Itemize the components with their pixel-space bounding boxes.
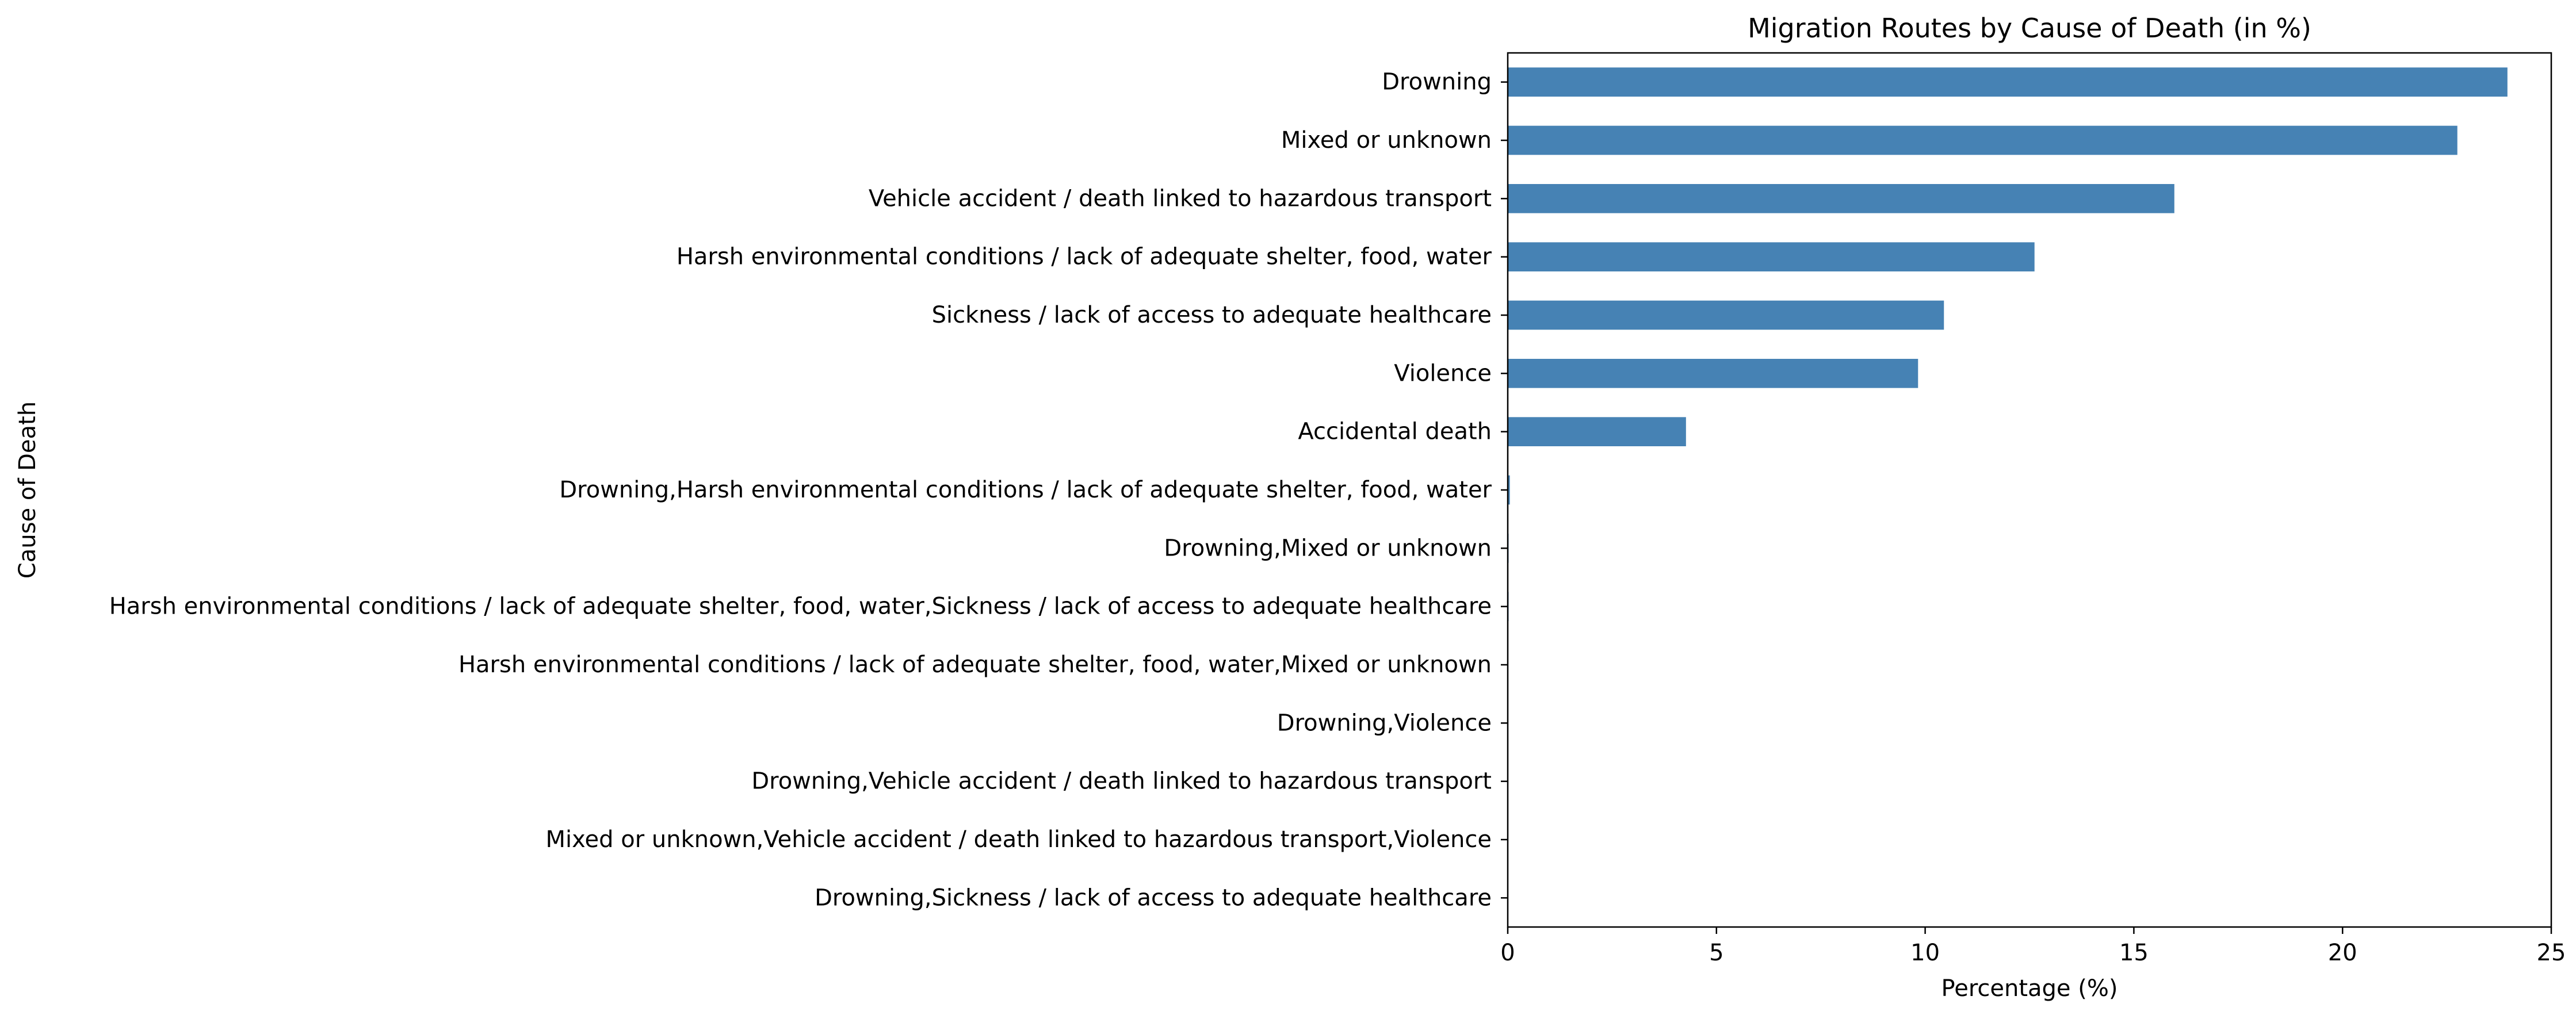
y-tick-label: Mixed or unknown [1281,127,1492,154]
y-tick-label: Harsh environmental conditions / lack of… [677,244,1492,270]
y-tick-layer: Drowning Mixed or unknown Vehicle accident… [109,69,1508,911]
x-tick-label: 15 [2119,940,2149,966]
y-tick-label: Violence [1394,360,1492,386]
plot-frame [1507,52,2552,928]
y-tick-label: Drowning,Harsh environmental conditions … [559,477,1492,503]
bar [1508,475,1510,505]
y-tick-label: Harsh environmental conditions / lack of… [458,652,1492,678]
x-tick-layer: 0 5 10 15 20 25 [1500,927,2566,966]
bar [1508,125,2457,155]
x-tick-label: 25 [2537,940,2566,966]
y-axis-label: Cause of Death [14,401,41,579]
y-tick-label: Drowning [1382,69,1492,95]
y-tick-label: Harsh environmental conditions / lack of… [109,593,1492,620]
y-tick-label: Sickness / lack of access to adequate he… [932,302,1492,328]
bar [1508,417,1686,446]
y-tick-label: Mixed or unknown,Vehicle accident / deat… [545,826,1492,853]
bars-layer [1508,67,2508,913]
bar [1508,300,1944,330]
x-tick-label: 0 [1500,940,1515,966]
y-tick-label: Drowning,Vehicle accident / death linked… [751,768,1492,795]
bar [1508,184,2174,213]
x-tick-label: 5 [1709,940,1723,966]
chart-title: Migration Routes by Cause of Death (in %… [1748,13,2311,44]
y-tick-label: Vehicle accident / death linked to hazar… [869,185,1492,212]
x-tick-label: 20 [2328,940,2357,966]
bar [1508,67,2508,97]
y-tick-label: Drowning,Mixed or unknown [1164,535,1492,561]
y-tick-label: Drowning,Violence [1277,710,1492,736]
bar [1508,359,1918,388]
bar [1508,242,2035,271]
y-tick-label: Accidental death [1298,419,1492,445]
y-tick-label: Drowning,Sickness / lack of access to ad… [815,884,1492,911]
x-tick-label: 10 [1910,940,1940,966]
x-axis-label: Percentage (%) [1941,975,2118,1002]
